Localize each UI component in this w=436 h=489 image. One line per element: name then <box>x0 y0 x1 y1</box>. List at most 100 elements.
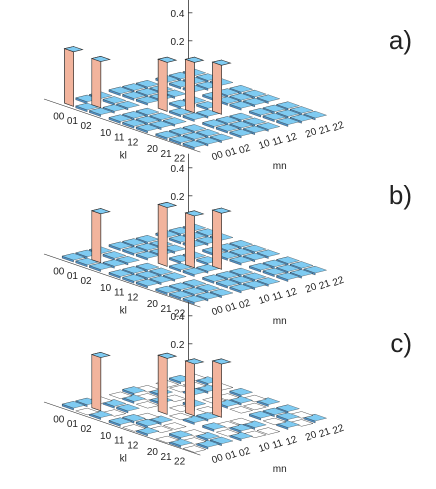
mn-tick-label: 22 <box>331 423 346 437</box>
empty-cell <box>228 417 254 426</box>
grid-tile <box>75 102 100 113</box>
z-tick-label: 0.2 <box>170 192 184 203</box>
grid-tile <box>276 272 300 282</box>
grid-tile <box>168 262 193 273</box>
grid-tile <box>122 274 146 284</box>
mn-tick-label: 02 <box>238 445 253 459</box>
grid-tile <box>229 101 254 111</box>
grid-tile <box>262 267 287 278</box>
kl-tick-label: 01 <box>67 116 79 127</box>
panel-label: b) <box>389 180 412 210</box>
mn-tick-label: 20 <box>304 429 319 443</box>
kl-tick-label: 00 <box>53 414 65 425</box>
grid-tile <box>276 412 300 422</box>
bar-kl10-mn10 <box>157 56 178 112</box>
panel-label: c) <box>390 328 412 358</box>
empty-cell <box>154 435 180 444</box>
grid-tile <box>75 257 100 268</box>
mn-tick-label: 11 <box>271 438 285 452</box>
kl-tick-label: 11 <box>114 133 125 144</box>
kl-axis-line <box>43 401 201 456</box>
mn-tick-label: 10 <box>257 441 272 455</box>
empty-cell <box>242 402 268 411</box>
kl-tick-label: 20 <box>147 447 159 458</box>
grid-tile <box>168 430 193 440</box>
panel-label: a) <box>389 25 412 55</box>
grid-tile <box>162 117 187 127</box>
kl-tick-label: 10 <box>100 128 112 139</box>
grid-tile <box>116 404 140 414</box>
kl-tick-label: 11 <box>114 288 125 299</box>
grid-tile <box>242 280 267 290</box>
kl-axis-label: kl <box>120 151 127 162</box>
empty-cell <box>121 424 147 432</box>
z-tick-label: 0.2 <box>170 37 184 48</box>
grid-tile <box>108 114 133 124</box>
empty-cell <box>256 427 281 435</box>
grid-tile <box>122 386 146 396</box>
bar-kl00-mn00 <box>63 46 84 107</box>
kl-tick-label: 01 <box>67 419 79 430</box>
kl-axis-line <box>43 253 201 308</box>
mn-tick-label: 00 <box>210 149 225 163</box>
grid-tile <box>248 263 273 273</box>
empty-cell <box>215 429 240 437</box>
bar-kl11-mn11 <box>184 358 205 417</box>
grid-tile <box>135 271 160 281</box>
empty-cell <box>74 407 100 416</box>
grid-tile <box>182 140 207 150</box>
grid-tile <box>248 411 273 421</box>
grid-tile <box>108 241 133 251</box>
grid-tile <box>229 93 254 103</box>
mn-tick-label: 01 <box>224 449 239 463</box>
bar-kl10-mn10 <box>157 352 178 415</box>
bar-kl11-mn11 <box>184 56 205 114</box>
grid-tile <box>229 388 254 398</box>
mn-tick-label: 02 <box>238 142 253 156</box>
kl-tick-label: 00 <box>53 111 65 122</box>
mn-tick-label: 22 <box>331 120 346 134</box>
grid-tile <box>202 274 226 284</box>
grid-tile <box>135 279 160 289</box>
mn-tick-label: 20 <box>304 281 319 295</box>
grid-tile <box>88 107 113 117</box>
grid-tile <box>289 261 314 271</box>
kl-tick-label: 02 <box>80 276 92 287</box>
grid-tile <box>256 249 281 259</box>
kl-tick-label: 21 <box>160 149 172 160</box>
mn-tick-label: 02 <box>238 297 253 311</box>
grid-tile <box>155 130 180 141</box>
grid-tile <box>262 112 287 123</box>
grid-tile <box>303 111 328 121</box>
kl-tick-label: 01 <box>67 271 79 282</box>
grid-tile <box>108 417 133 427</box>
grid-tile <box>61 253 86 263</box>
empty-cell <box>182 445 207 453</box>
kl-axis-label: kl <box>120 306 127 317</box>
kl-tick-label: 12 <box>127 440 139 451</box>
kl-tick-label: 20 <box>147 299 159 310</box>
grid-tile <box>155 285 180 296</box>
grid-tile <box>102 96 127 106</box>
grid-tile <box>229 121 254 131</box>
mn-tick-label: 00 <box>210 452 225 466</box>
mn-tick-label: 12 <box>284 131 299 145</box>
grid-tile <box>122 119 146 129</box>
grid-tile <box>135 419 160 429</box>
mn-tick-label: 20 <box>304 126 319 140</box>
empty-cell <box>108 391 133 399</box>
grid-tile <box>168 107 193 118</box>
kl-tick-label: 10 <box>100 431 112 442</box>
empty-cell <box>162 422 188 430</box>
kl-tick-label: 12 <box>127 292 139 303</box>
mn-axis-label: mn <box>273 161 287 172</box>
mn-tick-label: 01 <box>224 301 239 315</box>
mn-tick-label: 01 <box>224 146 239 160</box>
kl-tick-label: 02 <box>80 121 92 132</box>
grid-tile <box>168 290 193 300</box>
kl-tick-label: 00 <box>53 266 65 277</box>
grid-tile <box>122 91 146 101</box>
grid-tile <box>196 101 220 111</box>
grid-tile <box>229 129 254 139</box>
